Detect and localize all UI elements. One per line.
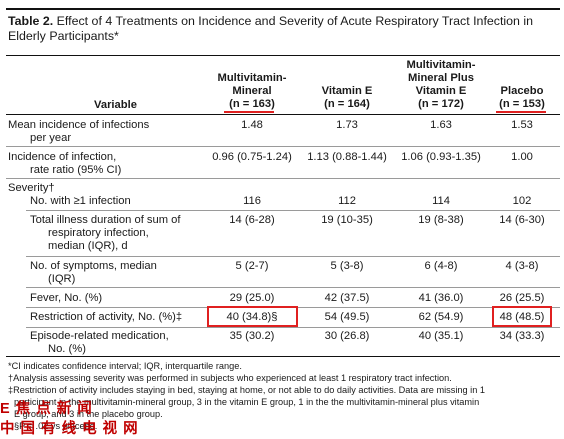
row-mean-incidence-label: Mean incidence of infections per year: [8, 119, 150, 144]
header-c3-line1: Multivitamin-: [406, 59, 476, 71]
header-multivitamin-mineral-plus-vitamin-e: Multivitamin- Mineral Plus Vitamin E (n …: [390, 59, 492, 111]
cell: 112: [338, 195, 356, 207]
cell: 62 (54.9): [418, 311, 464, 323]
table-bottom-rule: [6, 356, 560, 357]
cell: 116: [243, 195, 261, 207]
footnote-restriction-cont1: participant in the multivitamin-mineral …: [14, 397, 480, 407]
header-c3-line2: Mineral Plus: [408, 72, 474, 84]
row-separator: [26, 327, 560, 328]
table-number: Table 2.: [8, 14, 54, 28]
row-rate-ratio-label: Incidence of infection, rate ratio (95% …: [8, 151, 122, 176]
cell: 1.06 (0.93-1.35): [401, 151, 481, 163]
highlight-box-c4-restriction: [492, 306, 552, 327]
cell: 114: [432, 195, 450, 207]
footnote-restriction-cont2: E group, and 3 in the placebo group.: [14, 409, 163, 419]
watermark-line2: 中 国 有 线 电 视 网: [0, 421, 139, 437]
cell: 19 (8-38): [418, 214, 464, 226]
cell: 14 (6-30): [499, 214, 545, 226]
cell: 4 (3-8): [505, 260, 539, 272]
cell: 29 (25.0): [229, 292, 275, 304]
header-c2-line1: Vitamin E: [321, 85, 373, 97]
footnote-severity: †Analysis assessing severity was perform…: [8, 373, 452, 383]
title-rule: [6, 55, 560, 56]
cell: 1.73: [336, 119, 358, 131]
header-c2-n: (n = 164): [324, 98, 370, 110]
header-c3-line3: Vitamin E: [415, 85, 467, 97]
cell: 54 (49.5): [324, 311, 370, 323]
cell: 102: [512, 195, 532, 207]
header-c4-line1: Placebo: [500, 85, 544, 97]
cell: 1.63: [430, 119, 452, 131]
header-c4-n: (n = 153): [499, 98, 545, 110]
row-fever-label: Fever, No. (%): [30, 292, 103, 304]
cell: 40 (34.8)§: [226, 311, 278, 323]
highlight-underline-c4: [496, 111, 546, 113]
table-caption: Effect of 4 Treatments on Incidence and …: [8, 14, 534, 43]
highlight-box-c1-restriction: [207, 306, 298, 327]
header-c1-line1: Multivitamin-: [217, 72, 287, 84]
cell: 5 (3-8): [330, 260, 364, 272]
header-variable: Variable: [94, 99, 137, 111]
cell: 19 (10-35): [321, 214, 373, 226]
row-separator: [26, 256, 560, 257]
header-placebo: Placebo (n = 153): [492, 85, 552, 111]
row-symptoms-label: No. of symptoms, median (IQR): [30, 260, 157, 285]
footnote-pvalue: §P = .02 vs placebo.: [14, 421, 98, 431]
cell: 34 (33.3): [499, 330, 545, 342]
footnote-abbreviations: *CI indicates confidence interval; IQR, …: [8, 361, 242, 371]
cell: 0.96 (0.75-1.24): [212, 151, 292, 163]
header-c3-n: (n = 172): [418, 98, 464, 110]
cell: 48 (48.5): [499, 311, 545, 323]
row-medication-label: Episode-related medication, No. (%): [30, 330, 169, 355]
footnote-restriction: ‡Restriction of activity includes stayin…: [8, 385, 485, 395]
row-restriction-label: Restriction of activity, No. (%)‡: [30, 311, 183, 323]
cell: 5 (2-7): [235, 260, 269, 272]
row-infected-count-label: No. with ≥1 infection: [30, 195, 131, 207]
row-separator: [26, 210, 560, 211]
header-c1-line2: Mineral: [232, 85, 272, 97]
table-top-rule: [6, 8, 560, 10]
table-title: Table 2. Effect of 4 Treatments on Incid…: [8, 14, 558, 44]
cell: 6 (4-8): [424, 260, 458, 272]
cell: 35 (30.2): [229, 330, 275, 342]
row-severity-heading: Severity†: [8, 182, 55, 194]
header-vitamin-e: Vitamin E (n = 164): [304, 85, 390, 111]
cell: 40 (35.1): [418, 330, 464, 342]
row-separator: [6, 178, 560, 179]
cell: 1.53: [511, 119, 533, 131]
row-separator: [6, 146, 560, 147]
cell: 1.48: [241, 119, 263, 131]
cell: 26 (25.5): [499, 292, 545, 304]
cell: 1.13 (0.88-1.44): [307, 151, 387, 163]
row-separator: [26, 287, 560, 288]
cell: 14 (6-28): [229, 214, 275, 226]
header-rule: [6, 114, 560, 115]
cell: 41 (36.0): [418, 292, 464, 304]
cell: 30 (26.8): [324, 330, 370, 342]
header-multivitamin-mineral: Multivitamin- Mineral (n = 163): [200, 72, 304, 111]
watermark-line1: E 焦 点 新 闻: [0, 401, 93, 417]
highlight-underline-c1: [224, 111, 274, 113]
cell: 1.00: [511, 151, 533, 163]
row-illness-duration-label: Total illness duration of sum of respira…: [30, 214, 181, 252]
header-c1-n: (n = 163): [229, 98, 275, 110]
cell: 42 (37.5): [324, 292, 370, 304]
